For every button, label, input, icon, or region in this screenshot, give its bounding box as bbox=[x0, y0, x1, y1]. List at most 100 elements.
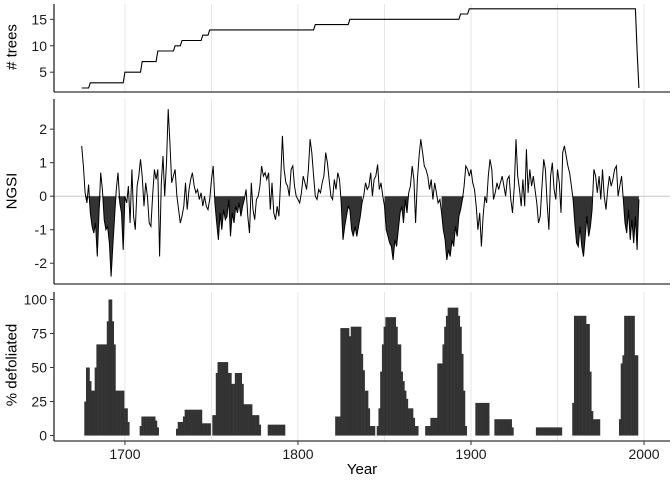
y-axis-title: NGSI bbox=[4, 173, 21, 210]
defoliation-bar bbox=[227, 372, 230, 436]
defoliation-bar bbox=[195, 409, 198, 436]
outbreak-area bbox=[85, 196, 125, 277]
defoliation-bar bbox=[452, 307, 455, 436]
defoliation-bar bbox=[124, 408, 127, 436]
defoliation-bar bbox=[243, 404, 246, 436]
defoliation-bar bbox=[625, 315, 628, 436]
defoliation-bar bbox=[413, 417, 416, 436]
defoliation-bar bbox=[278, 424, 281, 436]
defoliation-bar bbox=[196, 409, 199, 436]
defoliation-bar bbox=[177, 421, 180, 436]
defoliation-bar bbox=[240, 372, 243, 436]
defoliation-bar bbox=[229, 372, 232, 436]
defoliation-bar bbox=[274, 424, 277, 436]
defoliation-bar bbox=[241, 383, 244, 436]
defoliation-bar bbox=[103, 344, 106, 436]
defoliation-bar bbox=[368, 408, 371, 436]
defoliation-bar bbox=[245, 404, 248, 436]
defoliation-bar bbox=[554, 427, 557, 436]
defoliation-bar bbox=[179, 421, 182, 436]
outbreak-area bbox=[441, 196, 465, 260]
defoliation-bar bbox=[362, 370, 365, 436]
y-tick-label: 10 bbox=[31, 38, 47, 54]
defoliation-bar bbox=[246, 404, 249, 436]
defoliation-bar bbox=[371, 426, 374, 436]
defoliation-bar bbox=[250, 404, 253, 436]
defoliation-bar bbox=[397, 344, 400, 436]
defoliation-bar bbox=[580, 315, 583, 436]
defoliation-bar bbox=[587, 323, 590, 436]
defoliation-bar bbox=[231, 383, 234, 436]
defoliation-bar bbox=[219, 362, 222, 436]
defoliation-bar bbox=[435, 417, 438, 436]
defoliation-bar bbox=[148, 416, 151, 436]
defoliation-bar bbox=[354, 326, 357, 436]
defoliation-bar bbox=[226, 362, 229, 436]
defoliation-bar bbox=[629, 315, 632, 436]
defoliation-bar bbox=[542, 427, 545, 436]
y-tick-label: -2 bbox=[35, 255, 48, 271]
defoliation-bar bbox=[238, 372, 241, 436]
defoliation-bar bbox=[253, 415, 256, 436]
defoliation-bar bbox=[459, 326, 462, 436]
tree-count-line bbox=[81, 8, 640, 89]
defoliation-bar bbox=[150, 416, 153, 436]
defoliation-bar bbox=[442, 344, 445, 436]
outbreak-area bbox=[214, 196, 245, 240]
defoliation-bar bbox=[369, 426, 372, 436]
defoliation-bar bbox=[91, 390, 94, 436]
defoliation-bar bbox=[636, 355, 639, 436]
x-tick-label: 1900 bbox=[455, 446, 486, 462]
defoliation-bar bbox=[558, 427, 561, 436]
ngsi-line bbox=[81, 109, 640, 277]
defoliation-bar bbox=[437, 363, 440, 436]
defoliation-bar bbox=[151, 416, 154, 436]
defoliation-bar bbox=[546, 427, 549, 436]
defoliation-bar bbox=[549, 427, 552, 436]
defoliation-bar bbox=[203, 423, 206, 436]
y-tick-label: 0 bbox=[39, 428, 47, 444]
defoliation-bar bbox=[120, 390, 123, 436]
defoliation-bar bbox=[357, 326, 360, 436]
y-axis-title: # trees bbox=[4, 24, 21, 70]
y-tick-label: 50 bbox=[31, 360, 47, 376]
x-axis-title: Year bbox=[347, 461, 377, 478]
defoliation-bar bbox=[267, 424, 270, 436]
defoliation-bar bbox=[509, 419, 512, 436]
defoliation-bar bbox=[426, 426, 429, 436]
defoliation-bar bbox=[200, 409, 203, 436]
defoliation-bar bbox=[342, 328, 345, 436]
defoliation-bar bbox=[506, 419, 509, 436]
defoliation-bar bbox=[184, 409, 187, 436]
panel-defoliation: 0 25 50 75 100 1700 1800 1900 2000 % defoliated Ye… bbox=[4, 291, 670, 478]
defoliation-bar bbox=[440, 363, 443, 436]
defoliation-bar bbox=[430, 417, 433, 436]
defoliation-bar bbox=[338, 416, 341, 436]
defoliation-bar bbox=[577, 315, 580, 436]
defoliation-bar bbox=[193, 409, 196, 436]
defoliation-bar bbox=[503, 419, 506, 436]
defoliation-bar bbox=[458, 315, 461, 436]
defoliation-bar bbox=[387, 317, 390, 436]
defoliation-bar bbox=[212, 415, 215, 436]
defoliation-bar bbox=[402, 381, 405, 436]
defoliation-bar bbox=[586, 323, 589, 436]
defoliation-bar bbox=[98, 344, 101, 436]
defoliation-bar bbox=[631, 315, 634, 436]
defoliation-bar bbox=[584, 315, 587, 436]
defoliation-bar bbox=[220, 362, 224, 436]
defoliation-bar bbox=[627, 315, 630, 436]
defoliation-bar bbox=[475, 402, 478, 436]
defoliation-bar bbox=[501, 419, 504, 436]
x-tick-label: 1800 bbox=[282, 446, 313, 462]
defoliation-bar bbox=[336, 416, 339, 436]
y-tick-label: 15 bbox=[31, 11, 47, 27]
defoliation-bar bbox=[352, 326, 355, 436]
defoliation-bar bbox=[349, 336, 352, 436]
defoliation-bar bbox=[125, 408, 128, 436]
defoliation-bar bbox=[110, 299, 113, 436]
defoliation-bar bbox=[478, 402, 481, 436]
defoliation-bar bbox=[347, 328, 350, 436]
y-tick-label: 0 bbox=[39, 188, 47, 204]
